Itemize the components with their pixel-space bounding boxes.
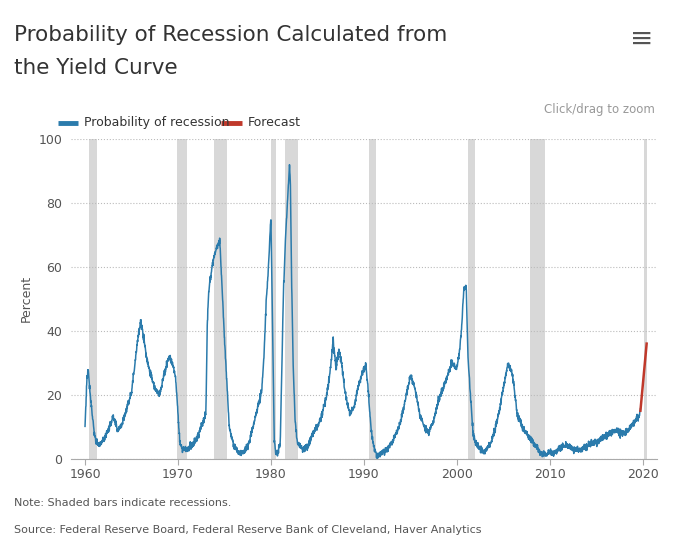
Bar: [644, 139, 647, 459]
Bar: [177, 139, 186, 459]
Text: Probability of recession: Probability of recession: [84, 116, 229, 130]
Text: the Yield Curve: the Yield Curve: [14, 58, 177, 78]
Y-axis label: Percent: Percent: [20, 275, 32, 322]
Text: Note: Shaded bars indicate recessions.: Note: Shaded bars indicate recessions.: [14, 498, 231, 508]
Bar: [271, 139, 276, 459]
Bar: [285, 139, 298, 459]
Bar: [215, 139, 227, 459]
Bar: [370, 139, 376, 459]
Text: Probability of Recession Calculated from: Probability of Recession Calculated from: [14, 25, 447, 45]
Bar: [468, 139, 475, 459]
Text: Click/drag to zoom: Click/drag to zoom: [544, 103, 655, 116]
Text: Forecast: Forecast: [248, 116, 301, 130]
Text: ≡: ≡: [630, 25, 653, 53]
Text: Source: Federal Reserve Board, Federal Reserve Bank of Cleveland, Haver Analytic: Source: Federal Reserve Board, Federal R…: [14, 525, 481, 535]
Text: ─: ─: [71, 124, 72, 125]
Bar: [89, 139, 97, 459]
Bar: [531, 139, 545, 459]
